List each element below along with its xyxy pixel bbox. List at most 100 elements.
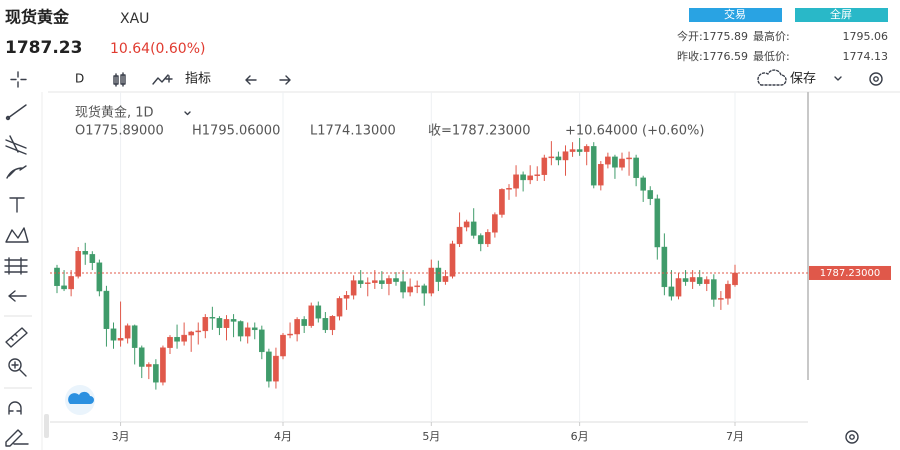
candle-body bbox=[732, 272, 738, 286]
candle-body bbox=[350, 280, 357, 296]
panel-handle[interactable] bbox=[44, 414, 49, 438]
candle-body bbox=[259, 329, 265, 353]
legend-menu[interactable] bbox=[184, 111, 191, 116]
candle-body bbox=[576, 149, 583, 152]
candle-body bbox=[308, 305, 315, 326]
candle-body bbox=[400, 281, 406, 293]
x-tick-label: 7月 bbox=[726, 430, 744, 443]
stat-value: 1775.89 bbox=[703, 30, 749, 43]
candle-body bbox=[96, 262, 103, 292]
save-button[interactable]: 保存 bbox=[757, 69, 842, 87]
candle-body bbox=[520, 174, 526, 181]
stat-label: 昨收: bbox=[677, 49, 703, 63]
candle-body bbox=[668, 286, 675, 297]
save-label: 保存 bbox=[790, 72, 816, 87]
trade-button[interactable]: 交易 bbox=[689, 7, 782, 22]
magnet-tool[interactable] bbox=[8, 401, 22, 415]
candle-body bbox=[386, 278, 392, 284]
candle-body bbox=[619, 158, 625, 168]
candle-body bbox=[75, 251, 81, 277]
candle-body bbox=[696, 277, 703, 284]
candle-body bbox=[421, 285, 428, 294]
legend-high: H1795.06000 bbox=[192, 124, 280, 139]
candle-body bbox=[82, 251, 89, 255]
undo-redo[interactable] bbox=[245, 75, 291, 85]
x-tick-label: 4月 bbox=[274, 430, 292, 443]
candle-body bbox=[703, 279, 710, 284]
crosshair-tool[interactable] bbox=[10, 71, 27, 88]
fib-tool[interactable] bbox=[5, 135, 27, 155]
zoom-tool[interactable] bbox=[8, 358, 27, 377]
candle-body bbox=[569, 149, 576, 152]
candle-body bbox=[548, 156, 555, 159]
candle-body bbox=[393, 278, 399, 282]
indicators-button[interactable]: 指标 bbox=[152, 72, 211, 87]
candle-body bbox=[485, 232, 491, 245]
left-toolbar bbox=[4, 104, 32, 447]
candle-body bbox=[89, 254, 96, 263]
candle-body bbox=[301, 319, 307, 326]
candle-body bbox=[442, 276, 449, 282]
legend-low: L1774.13000 bbox=[310, 124, 396, 139]
brush-tool[interactable] bbox=[6, 165, 27, 179]
last-price: 1787.23 bbox=[5, 38, 82, 58]
candle-body bbox=[357, 280, 364, 284]
prediction-tool[interactable] bbox=[4, 257, 28, 275]
candle-body bbox=[626, 157, 632, 160]
interval-button[interactable]: D bbox=[75, 72, 84, 86]
stat-value: 1795.06 bbox=[843, 30, 889, 43]
candle-body bbox=[336, 298, 343, 317]
text-tool[interactable] bbox=[9, 197, 25, 213]
price-change: 10.64(0.60%) bbox=[110, 41, 205, 57]
candle-body bbox=[315, 305, 322, 319]
stat-label: 最高价: bbox=[753, 29, 790, 43]
back-tool[interactable] bbox=[8, 290, 27, 302]
candle-body bbox=[61, 285, 67, 290]
candle-body bbox=[470, 221, 477, 236]
cloud-icon bbox=[68, 391, 94, 404]
candle-body bbox=[280, 334, 286, 357]
candle-body bbox=[605, 156, 611, 165]
candle-body bbox=[379, 280, 385, 284]
candle-body bbox=[209, 317, 216, 319]
candle-body bbox=[230, 319, 237, 322]
candle-body bbox=[68, 276, 74, 290]
candle-body bbox=[590, 146, 597, 186]
candle-body bbox=[372, 280, 378, 283]
candle-body bbox=[513, 174, 519, 189]
chart-style-button[interactable] bbox=[113, 72, 126, 87]
candle-body bbox=[364, 282, 371, 284]
cloud-button[interactable] bbox=[65, 385, 95, 415]
last-price-tag bbox=[809, 265, 891, 280]
candle-body bbox=[407, 286, 413, 293]
candle-body bbox=[167, 336, 173, 348]
ruler-tool[interactable] bbox=[5, 327, 28, 348]
candle-body bbox=[216, 318, 223, 328]
trend-line-tool[interactable] bbox=[5, 104, 27, 121]
candle-body bbox=[54, 267, 60, 287]
fullscreen-button[interactable]: 全屏 bbox=[795, 7, 888, 22]
settings-button[interactable] bbox=[869, 72, 883, 86]
candle-body bbox=[725, 283, 731, 299]
x-tick-label: 3月 bbox=[112, 430, 130, 443]
candle-body bbox=[612, 156, 618, 168]
candle-body bbox=[322, 318, 329, 331]
pattern-tool[interactable] bbox=[5, 227, 29, 243]
candle-body bbox=[435, 267, 442, 282]
candle-body bbox=[640, 177, 646, 191]
button-label: 全屏 bbox=[830, 7, 852, 21]
candle-body bbox=[456, 226, 463, 245]
candle-body bbox=[266, 351, 272, 382]
eraser-tool[interactable] bbox=[5, 429, 29, 447]
legend-close: 收=1787.23000 bbox=[428, 124, 530, 139]
candle-body bbox=[463, 221, 470, 228]
candle-body bbox=[237, 321, 244, 337]
candle-body bbox=[138, 347, 145, 367]
last-price-label: 1787.23000 bbox=[820, 268, 880, 279]
candle-body bbox=[110, 328, 117, 341]
candle-body bbox=[195, 330, 202, 333]
axis-settings[interactable] bbox=[845, 430, 859, 444]
